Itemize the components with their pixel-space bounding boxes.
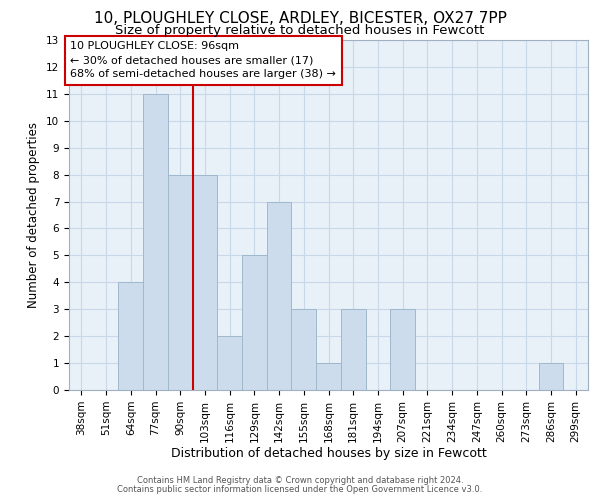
Bar: [217, 336, 242, 390]
Bar: [267, 202, 292, 390]
Bar: [390, 309, 415, 390]
Bar: [143, 94, 168, 390]
Bar: [316, 363, 341, 390]
Bar: [341, 309, 365, 390]
Text: Size of property relative to detached houses in Fewcott: Size of property relative to detached ho…: [115, 24, 485, 37]
Bar: [193, 174, 217, 390]
X-axis label: Distribution of detached houses by size in Fewcott: Distribution of detached houses by size …: [170, 448, 487, 460]
Bar: [292, 309, 316, 390]
Text: 10 PLOUGHLEY CLOSE: 96sqm
← 30% of detached houses are smaller (17)
68% of semi-: 10 PLOUGHLEY CLOSE: 96sqm ← 30% of detac…: [70, 42, 336, 80]
Text: 10, PLOUGHLEY CLOSE, ARDLEY, BICESTER, OX27 7PP: 10, PLOUGHLEY CLOSE, ARDLEY, BICESTER, O…: [94, 11, 506, 26]
Y-axis label: Number of detached properties: Number of detached properties: [28, 122, 40, 308]
Text: Contains HM Land Registry data © Crown copyright and database right 2024.: Contains HM Land Registry data © Crown c…: [137, 476, 463, 485]
Bar: [539, 363, 563, 390]
Bar: [168, 174, 193, 390]
Text: Contains public sector information licensed under the Open Government Licence v3: Contains public sector information licen…: [118, 485, 482, 494]
Bar: [118, 282, 143, 390]
Bar: [242, 256, 267, 390]
